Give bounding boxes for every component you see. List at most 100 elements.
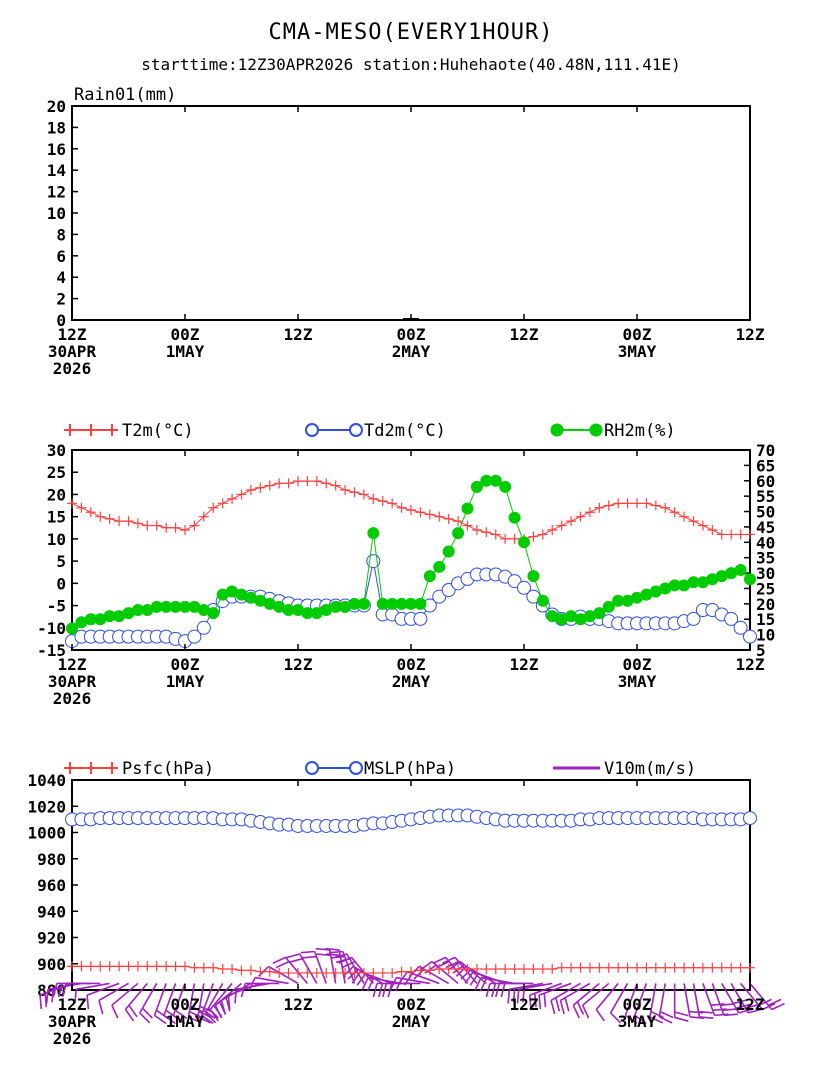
- wind-barb: [495, 982, 534, 998]
- psfc-point: [358, 967, 369, 978]
- t2m-point: [321, 478, 332, 489]
- rh2m-point: [367, 527, 380, 540]
- temp-ytick-label: -5: [47, 597, 66, 616]
- psfc-point: [396, 966, 407, 977]
- wind-barb: [197, 983, 213, 1024]
- psfc-point: [519, 964, 529, 974]
- psfc-point: [575, 962, 586, 973]
- p1-xtick-label: 1MAY: [166, 342, 205, 361]
- psfc-point: [245, 965, 256, 976]
- wind-barb: [721, 983, 753, 1014]
- psfc-point: [264, 966, 275, 977]
- psfc-point: [104, 961, 115, 972]
- rh2m-point: [461, 502, 474, 515]
- wind-barb: [124, 982, 148, 1022]
- psfc-point: [406, 966, 416, 977]
- psfc-point: [283, 967, 294, 978]
- psfc-point: [85, 961, 96, 972]
- t2m-point: [632, 498, 642, 509]
- rh2m-point: [508, 511, 521, 524]
- rh-ytick-label: 45: [756, 518, 775, 537]
- wind-barb: [581, 982, 610, 1019]
- p3-xtick-label: 00Z: [171, 995, 200, 1014]
- t2m-point: [547, 525, 558, 535]
- wind-barbs: [39, 947, 785, 1025]
- wind-barb: [624, 983, 638, 1025]
- psfc-point: [528, 964, 539, 974]
- psfc-point: [132, 961, 143, 972]
- rh2m-point: [423, 570, 436, 583]
- t2m-point: [575, 511, 586, 522]
- p1-xtick-label: 2026: [53, 359, 92, 378]
- t2m-point: [584, 507, 595, 518]
- psfc-point: [669, 962, 680, 973]
- wind-barb: [361, 976, 402, 992]
- wind-barb: [420, 960, 459, 985]
- legend-psfc-marker: [64, 762, 76, 774]
- psfc-point: [208, 962, 219, 973]
- psfc-point: [76, 961, 87, 972]
- wind-barb: [550, 982, 581, 1015]
- t2m-point: [170, 522, 181, 533]
- t2m-point: [716, 529, 727, 540]
- psfc-point: [547, 964, 558, 974]
- rh2m-point: [499, 480, 512, 493]
- legend-mslp-label: MSLP(hPa): [364, 759, 456, 779]
- rh2m-point: [602, 600, 615, 613]
- p3-xtick-label: 12Z: [58, 995, 87, 1014]
- p1-xtick-label: 12Z: [58, 325, 87, 344]
- t2m-point: [368, 493, 379, 504]
- t2m-point: [556, 520, 567, 531]
- wind-barb: [538, 982, 572, 1010]
- p3-xtick-label: 00Z: [397, 995, 426, 1014]
- p3-xtick-label: 00Z: [623, 995, 652, 1014]
- psfc-point: [603, 962, 614, 973]
- psfc-point: [255, 966, 266, 977]
- wind-barb: [86, 982, 120, 1010]
- psfc-point: [688, 962, 699, 973]
- t2m-point: [264, 480, 275, 491]
- td2m-point: [743, 629, 757, 644]
- psfc-point: [311, 967, 322, 978]
- p3-xtick-label: 30APR: [48, 1012, 97, 1031]
- legend-t2m-marker: [106, 424, 118, 436]
- t2m-point: [377, 496, 388, 507]
- psfc-point: [189, 962, 200, 973]
- rh-ytick-label: 55: [756, 487, 775, 506]
- t2m-point: [161, 522, 172, 533]
- psfc-point: [151, 961, 162, 972]
- psfc-point: [697, 962, 708, 973]
- wind-barb: [98, 982, 129, 1015]
- p1-xtick-label: 12Z: [510, 325, 539, 344]
- t2m-point: [509, 533, 520, 544]
- psfc-point: [340, 967, 351, 978]
- t2m-point: [274, 478, 285, 489]
- rh2m-point: [470, 480, 483, 493]
- psfc-point: [387, 967, 398, 978]
- legend-mslp-marker: [305, 761, 319, 775]
- t2m-point: [293, 476, 303, 487]
- psfc-point: [613, 962, 624, 973]
- psfc-point: [490, 964, 501, 974]
- p2-xtick-label: 1MAY: [166, 672, 205, 691]
- legend-td2m-marker: [349, 423, 363, 437]
- p2-xtick-label: 00Z: [397, 655, 426, 674]
- wind-barb: [286, 953, 318, 984]
- wind-barb: [595, 982, 619, 1022]
- t2m-point: [537, 529, 548, 540]
- pressure-ytick-label: 1000: [27, 824, 66, 843]
- td2m-point: [507, 574, 522, 589]
- rain-ytick-label: 0: [56, 311, 66, 330]
- psfc-point: [735, 962, 746, 973]
- t2m-point: [358, 489, 369, 500]
- t2m-point: [387, 498, 398, 509]
- psfc-point: [556, 962, 567, 973]
- t2m-point: [151, 520, 162, 531]
- legend-td2m-label: Td2m(°C): [364, 421, 446, 441]
- legend-psfc-marker: [85, 762, 97, 774]
- p2-xtick-label: 12Z: [284, 655, 313, 674]
- temp-ytick-label: -10: [37, 619, 66, 638]
- t2m-point: [104, 513, 115, 524]
